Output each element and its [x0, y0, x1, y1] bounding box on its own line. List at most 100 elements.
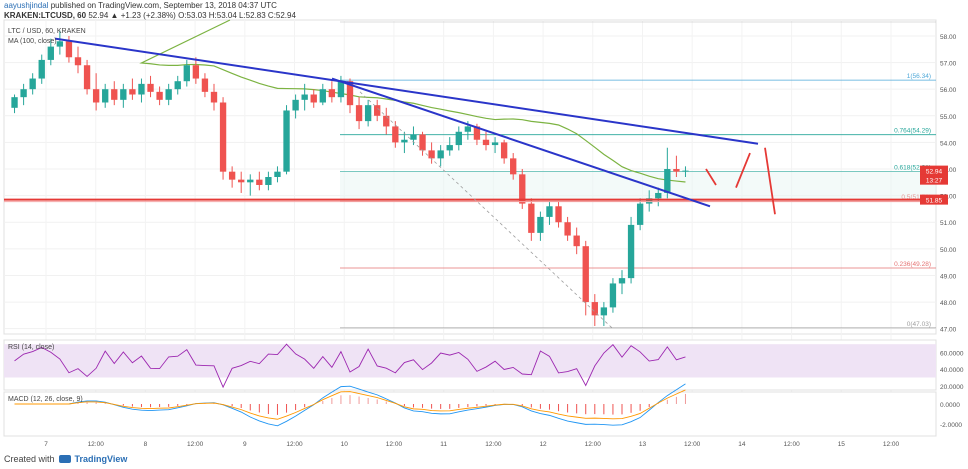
- fib-level-label: 0.618(52.91): [894, 164, 931, 171]
- candle-body: [247, 179, 254, 183]
- x-tick-label: 7: [44, 441, 48, 448]
- x-tick-label: 12: [539, 441, 547, 448]
- ohlc-values: 52.94 ▲ +1.23 (+2.38%) O:53.03 H:53.04 L…: [88, 11, 296, 20]
- candle-body: [111, 89, 118, 100]
- candle-body: [627, 224, 635, 279]
- candle-body: [618, 278, 626, 284]
- candle-body: [192, 65, 200, 79]
- footer-created: Created with: [4, 454, 55, 464]
- price-label-box: [920, 194, 948, 205]
- candle-body: [337, 81, 345, 98]
- candle-body: [56, 41, 64, 47]
- author-link[interactable]: aayushjindal: [4, 1, 49, 10]
- candle-body: [11, 97, 18, 108]
- symbol-info: KRAKEN:LTCUSD, 60 52.94 ▲ +1.23 (+2.38%)…: [4, 11, 296, 20]
- candle-body: [65, 41, 73, 58]
- price-label: 13:27: [926, 178, 943, 185]
- rsi-tick-label: 20.0000: [940, 384, 964, 391]
- candle-body: [74, 57, 82, 66]
- candle-body: [20, 89, 27, 98]
- fib-level-label: 0(47.03): [907, 321, 931, 328]
- candle-body: [482, 139, 490, 146]
- candle-body: [428, 150, 435, 159]
- candle-body: [636, 203, 644, 225]
- moving-average-line: [139, 19, 686, 183]
- y-tick-label: 55.00: [940, 114, 957, 121]
- candle-body: [210, 91, 218, 103]
- candle-body: [682, 170, 689, 172]
- candle-body: [355, 105, 363, 122]
- candle-body: [673, 169, 680, 172]
- candle-body: [256, 179, 263, 185]
- fib-level-label: 0.236(49.28): [894, 261, 931, 268]
- candle-body: [455, 131, 462, 146]
- publish-date: published on TradingView.com, September …: [50, 1, 277, 10]
- y-tick-label: 58.00: [940, 34, 957, 41]
- candle-body: [500, 142, 508, 159]
- candle-body: [546, 206, 553, 217]
- candle-body: [156, 91, 163, 100]
- x-tick-label: 12:00: [386, 441, 403, 448]
- footer: Created with TradingView: [4, 454, 127, 464]
- candle-body: [319, 89, 326, 103]
- candle-body: [138, 83, 145, 95]
- trend-line-lower: [331, 77, 711, 208]
- x-tick-label: 14: [738, 441, 746, 448]
- y-tick-label: 53.00: [940, 167, 957, 174]
- rsi-legend: RSI (14, close): [8, 344, 54, 351]
- publish-info: aayushjindal published on TradingView.co…: [4, 1, 277, 10]
- x-tick-label: 12:00: [684, 441, 701, 448]
- candle-body: [591, 302, 598, 316]
- macd-panel: [3, 391, 937, 437]
- y-tick-label: 57.00: [940, 61, 957, 68]
- candle-body: [609, 283, 617, 308]
- macd-legend: MACD (12, 26, close, 9): [8, 396, 83, 403]
- rsi-tick-label: 40.0000: [940, 367, 964, 374]
- x-tick-label: 12:00: [187, 441, 204, 448]
- macd-line: [14, 383, 686, 427]
- candle-body: [201, 78, 209, 92]
- candle-body: [582, 246, 589, 303]
- x-tick-label: 10: [341, 441, 349, 448]
- price-label: 52.94: [926, 169, 943, 176]
- candle-body: [655, 192, 662, 199]
- candle-body: [283, 110, 290, 172]
- projection-line: [735, 152, 751, 188]
- candle-body: [473, 126, 481, 140]
- candle-body: [292, 99, 299, 111]
- candle-body: [120, 89, 127, 100]
- candle-body: [265, 177, 272, 185]
- symbol-name: KRAKEN:LTCUSD, 60: [4, 11, 87, 20]
- rsi-band: [4, 344, 936, 378]
- x-tick-label: 12:00: [883, 441, 900, 448]
- projection-line: [705, 168, 717, 186]
- y-tick-label: 54.00: [940, 140, 957, 147]
- x-tick-label: 13: [639, 441, 647, 448]
- candle-body: [383, 115, 390, 127]
- price-label: 51.85: [926, 198, 943, 205]
- candle-body: [491, 142, 499, 146]
- candle-body: [528, 203, 535, 233]
- candle-body: [419, 134, 426, 151]
- y-tick-label: 48.00: [940, 300, 957, 307]
- candle-body: [102, 89, 109, 103]
- candle-body: [92, 89, 100, 103]
- footer-brand[interactable]: TradingView: [74, 454, 128, 464]
- candle-body: [392, 126, 399, 143]
- price-chart[interactable]: 1(56.34)0.764(54.29)0.618(52.91)0.5(51.7…: [0, 0, 968, 452]
- price-label-box: [920, 174, 948, 185]
- candle-body: [437, 150, 444, 159]
- x-tick-label: 12:00: [585, 441, 602, 448]
- x-tick-label: 8: [144, 441, 148, 448]
- candle-body: [519, 174, 526, 204]
- candle-body: [646, 198, 653, 204]
- candle-body: [346, 81, 354, 106]
- projection-line: [764, 147, 776, 215]
- x-tick-label: 12:00: [783, 441, 800, 448]
- y-tick-label: 47.00: [940, 327, 957, 334]
- rsi-line: [14, 343, 686, 389]
- candle-body: [38, 59, 45, 79]
- macd-tick-label: 0.0000: [940, 402, 960, 409]
- candle-body: [219, 102, 227, 172]
